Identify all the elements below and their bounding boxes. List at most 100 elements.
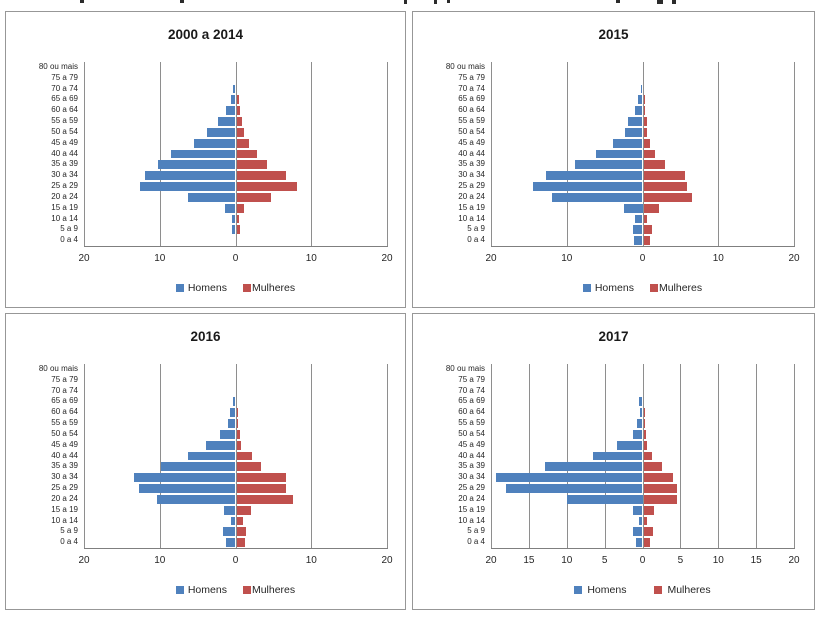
age-group-label: 35 a 39 [458, 159, 485, 169]
bar-homens-40-a-44 [187, 451, 236, 461]
x-axis-line [84, 246, 388, 247]
bar-homens-60-a-64 [226, 106, 236, 116]
gridline [794, 62, 795, 246]
gridline [84, 364, 85, 548]
x-tick-label: 10 [561, 253, 573, 264]
x-tick-label: 20 [788, 253, 800, 264]
cropped-caption-fragment [80, 0, 84, 3]
age-group-label: 35 a 39 [458, 461, 485, 471]
bar-mulheres-55-a-59 [236, 117, 242, 126]
chart-panel-2017: 2017 80 ou mais 75 a 79 70 a 74 65 a 69 60 a… [412, 313, 815, 610]
bar-homens-70-a-74 [233, 84, 236, 94]
age-group-label: 25 a 29 [51, 181, 78, 191]
bar-mulheres-35-a-39 [643, 462, 662, 472]
bar-homens-55-a-59 [218, 117, 236, 126]
bar-mulheres-25-a-29 [236, 182, 298, 191]
bar-homens-20-a-24 [157, 494, 236, 504]
gridline [387, 364, 388, 548]
age-group-label: 15 a 19 [51, 202, 78, 212]
chart-title: 2016 [190, 329, 221, 344]
bar-homens-55-a-59 [227, 419, 236, 428]
age-group-label: 40 a 44 [458, 450, 485, 460]
bar-mulheres-40-a-44 [643, 451, 652, 461]
age-group-label: 5 a 9 [60, 526, 78, 536]
bar-homens-10-a-14 [634, 214, 643, 224]
bar-mulheres-25-a-29 [643, 182, 687, 191]
age-group-label: 55 a 59 [458, 116, 485, 126]
x-tick-label: 20 [788, 555, 800, 566]
bar-mulheres-20-a-24 [643, 494, 677, 504]
bar-homens-5-a-9 [231, 225, 236, 235]
age-group-label: 10 a 14 [51, 515, 78, 525]
bar-homens-65-a-69 [637, 95, 643, 105]
age-group-label: 55 a 59 [51, 116, 78, 126]
legend-label-mulheres: Mulheres [251, 282, 296, 294]
bar-mulheres-30-a-34 [643, 473, 674, 483]
bar-mulheres-50-a-54 [643, 429, 646, 439]
age-group-label: 0 a 4 [60, 235, 78, 245]
bar-mulheres-30-a-34 [643, 171, 686, 181]
chart-title: 2015 [598, 27, 629, 42]
x-tick-label: 20 [381, 555, 393, 566]
age-group-label: 50 a 54 [458, 428, 485, 438]
bar-mulheres-45-a-49 [236, 440, 242, 450]
legend: Homens Mulheres [491, 583, 794, 597]
bar-mulheres-40-a-44 [236, 149, 257, 159]
bar-mulheres-45-a-49 [643, 440, 648, 450]
age-group-label: 65 a 69 [51, 396, 78, 406]
bar-mulheres-60-a-64 [643, 408, 645, 418]
zero-axis-line [235, 62, 237, 246]
gridline [756, 364, 758, 548]
age-group-label: 25 a 29 [458, 483, 485, 493]
bar-homens-40-a-44 [593, 451, 643, 461]
age-group-label: 30 a 34 [51, 472, 78, 482]
x-tick-label: 10 [305, 253, 317, 264]
bar-mulheres-40-a-44 [643, 149, 655, 159]
age-group-label: 55 a 59 [51, 418, 78, 428]
bar-homens-45-a-49 [193, 138, 236, 148]
bar-homens-5-a-9 [632, 527, 643, 537]
bar-mulheres-5-a-9 [643, 527, 653, 537]
age-group-label: 15 a 19 [458, 202, 485, 212]
age-group-label: 5 a 9 [467, 224, 485, 234]
bar-homens-0-a-4 [226, 538, 236, 547]
legend-label-homens: Homens [594, 282, 634, 294]
age-group-label: 80 ou mais [38, 364, 78, 373]
bar-mulheres-20-a-24 [236, 494, 294, 504]
bar-mulheres-50-a-54 [643, 127, 648, 137]
age-group-label: 70 a 74 [458, 83, 485, 93]
age-group-label: 10 a 14 [458, 515, 485, 525]
age-group-label: 65 a 69 [458, 396, 485, 406]
bar-mulheres-50-a-54 [236, 429, 241, 439]
age-group-label: 15 a 19 [51, 504, 78, 514]
x-tick-label: 0 [639, 253, 646, 264]
age-group-label: 50 a 54 [51, 126, 78, 136]
bar-mulheres-10-a-14 [643, 214, 648, 224]
bar-homens-35-a-39 [161, 462, 236, 472]
age-group-label: 30 a 34 [458, 170, 485, 180]
x-tick-label: 15 [750, 555, 762, 566]
legend: Homens Mulheres [84, 583, 387, 597]
bar-homens-35-a-39 [544, 462, 643, 472]
x-tick-label: 0 [232, 555, 239, 566]
age-group-label: 0 a 4 [60, 537, 78, 547]
bar-homens-50-a-54 [220, 429, 236, 439]
bar-mulheres-0-a-4 [236, 538, 245, 547]
gridline [566, 62, 568, 246]
bar-homens-35-a-39 [158, 160, 236, 170]
chart-panel-2016: 2016 80 ou mais 75 a 79 70 a 74 65 a 69 60 a… [5, 313, 406, 610]
bar-mulheres-35-a-39 [236, 462, 262, 472]
age-group-label: 80 ou mais [445, 62, 485, 71]
age-group-label: 40 a 44 [51, 450, 78, 460]
cropped-caption-fragment [404, 0, 407, 4]
bar-homens-55-a-59 [637, 419, 643, 428]
bar-homens-55-a-59 [628, 117, 643, 126]
x-axis-line [491, 548, 795, 549]
bar-mulheres-35-a-39 [236, 160, 267, 170]
legend-label-homens: Homens [187, 584, 227, 596]
bar-homens-35-a-39 [575, 160, 643, 170]
x-tick-label: 20 [381, 253, 393, 264]
zero-axis-line [642, 364, 644, 548]
x-tick-label: 5 [677, 555, 684, 566]
gridline [680, 364, 682, 548]
